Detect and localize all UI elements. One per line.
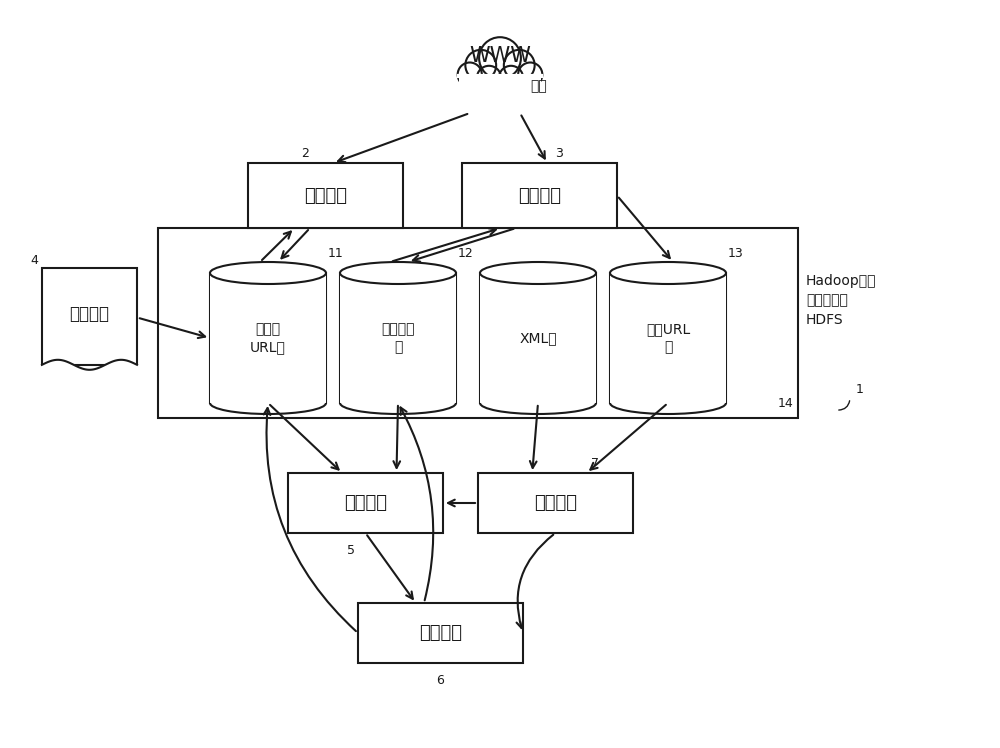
Text: 原始网页
库: 原始网页 库 [381, 322, 415, 355]
Text: 5: 5 [347, 545, 354, 557]
Text: 验证模块: 验证模块 [419, 624, 462, 642]
Circle shape [504, 50, 535, 81]
Ellipse shape [340, 262, 456, 284]
Text: XML库: XML库 [519, 331, 557, 345]
Text: 爬取: 爬取 [530, 79, 547, 93]
Text: 13: 13 [728, 247, 744, 260]
Text: 网站列表: 网站列表 [70, 305, 110, 323]
Bar [358, 603, 523, 663]
Circle shape [458, 63, 482, 87]
Text: 1: 1 [856, 383, 864, 396]
Bar [158, 228, 798, 418]
Circle shape [465, 50, 496, 81]
Bar [248, 163, 403, 228]
Text: 4: 4 [30, 254, 38, 266]
Ellipse shape [610, 262, 726, 284]
Text: 11: 11 [328, 247, 344, 260]
Circle shape [518, 63, 542, 87]
Text: 待抓取
URL库: 待抓取 URL库 [250, 322, 286, 355]
Ellipse shape [480, 262, 596, 284]
Circle shape [499, 66, 523, 90]
Bar [210, 273, 326, 403]
Text: Hadoop分布
式文件系统
HDFS: Hadoop分布 式文件系统 HDFS [806, 274, 876, 327]
Text: 12: 12 [458, 247, 474, 260]
Text: 6: 6 [437, 675, 444, 687]
Text: 2: 2 [302, 147, 309, 159]
Ellipse shape [210, 262, 326, 284]
Bar [340, 273, 456, 403]
Text: 合并模块: 合并模块 [344, 494, 387, 512]
Bar [610, 273, 726, 403]
Circle shape [477, 66, 501, 90]
Text: 外链URL
库: 外链URL 库 [646, 322, 690, 355]
Bar [480, 273, 596, 403]
Bar [459, 68, 541, 88]
Bar [462, 163, 617, 228]
Text: 3: 3 [556, 147, 563, 159]
Text: 解析模块: 解析模块 [518, 186, 561, 204]
Text: WWW: WWW [469, 46, 531, 66]
Bar [459, 75, 541, 93]
Text: 7: 7 [592, 456, 600, 470]
Bar [478, 473, 633, 533]
Bar [288, 473, 443, 533]
Bar [42, 268, 137, 365]
Text: 转化模块: 转化模块 [534, 494, 577, 512]
Text: 14: 14 [777, 397, 793, 410]
Circle shape [479, 37, 521, 79]
Text: 爬取模块: 爬取模块 [304, 186, 347, 204]
